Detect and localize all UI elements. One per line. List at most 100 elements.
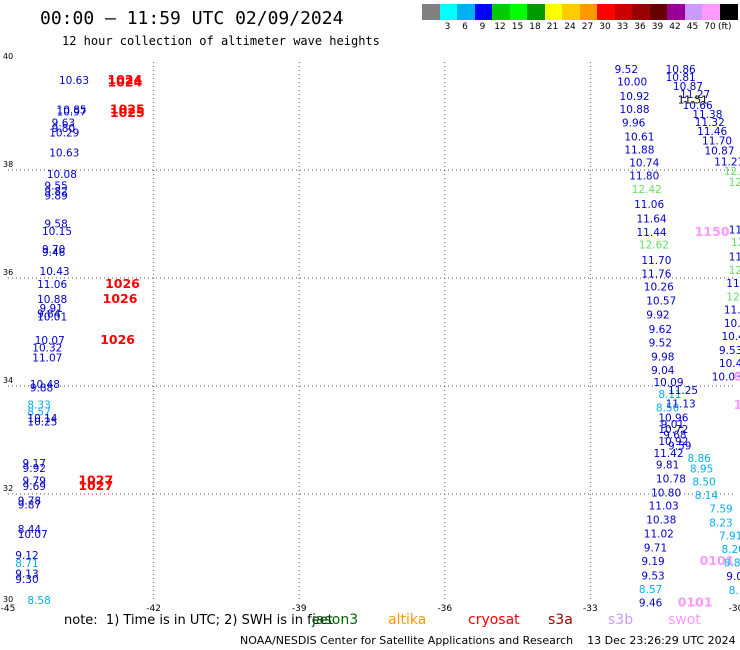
color-swatch [492, 4, 510, 20]
wave-height-label: 10.72 [658, 424, 688, 436]
color-scale-label: 12 [494, 22, 506, 32]
wave-height-label: 11.44 [637, 227, 667, 239]
color-swatch [667, 4, 685, 20]
color-scale-label: 18 [529, 22, 541, 32]
wave-height-label: 9.78 [18, 495, 41, 507]
wave-height-label: 9.58 [44, 218, 67, 230]
wave-height-label: 10.63 [59, 75, 89, 87]
wave-height-label: 10.07 [35, 335, 65, 347]
wave-height-label: 10.85 [57, 105, 87, 117]
color-swatch [702, 4, 720, 20]
wave-height-label: 11.42 [653, 448, 683, 460]
wave-height-label: 9.79 [23, 476, 46, 488]
wave-height-label: 10.61 [624, 132, 654, 144]
wave-height-label: 11.70 [641, 255, 671, 267]
color-swatch [544, 4, 563, 20]
wave-height-label: 9.68 [663, 430, 686, 442]
wave-height-label: 11.80 [629, 170, 659, 182]
wave-height-label: 8.33 [27, 399, 50, 411]
wave-height-label: 10.93 [724, 318, 740, 330]
wave-height-label: 9.59 [668, 440, 691, 452]
wave-height-label: 9.71 [644, 542, 667, 554]
wave-height-label: 10.92 [620, 91, 650, 103]
wave-height-label: 10.14 [27, 413, 57, 425]
y-tick-label: 40 [3, 52, 13, 61]
wave-height-label: 10.48 [30, 379, 60, 391]
wave-height-label: 11.06 [37, 279, 67, 291]
color-scale-label: 70 [704, 22, 716, 32]
wave-height-label: 10.07 [18, 529, 48, 541]
plot-area: -45 -42 -39 -36 -33 -30 40 38 36 34 32 30 10.63 1024… [1, 52, 740, 612]
x-tick-label: -42 [146, 604, 161, 612]
color-scale-label: 45 [686, 22, 699, 32]
wave-height-label: 11.38 [692, 109, 722, 121]
wave-height-label: 8.86 [687, 453, 711, 465]
y-tick-label: 36 [3, 268, 13, 277]
wave-height-label: 10.26 [644, 282, 674, 294]
wave-height-label: 9.91 [40, 303, 63, 315]
wave-height-label: 12.2 [726, 291, 740, 303]
wave-height-label: 9.89 [44, 190, 67, 202]
wave-height-label: 11.64 [637, 214, 667, 226]
wave-height-label: 1024 [107, 75, 142, 90]
x-tick-label: -33 [583, 604, 598, 612]
wave-height-label: 11.51 [678, 94, 708, 106]
footnote: note: 1) Time is in UTC; 2) SWH is in fe… [64, 613, 333, 628]
wave-height-label: 9.52 [615, 64, 638, 76]
wave-height-label: 9.46 [42, 247, 66, 259]
color-swatch [422, 4, 440, 20]
color-scale-label: 24 [564, 22, 576, 32]
wave-height-label: 8.44 [18, 524, 42, 536]
wave-height-label: 0 [734, 368, 740, 383]
wave-height-label: 11.25 [668, 385, 698, 397]
wave-height-label: 9.17 [23, 458, 46, 470]
y-tick-label: 32 [3, 484, 13, 493]
x-tick-label: -36 [437, 604, 452, 612]
wave-height-label: 10.74 [629, 157, 659, 169]
wave-height-label: 0101 [678, 595, 713, 610]
wave-height-label: 7.91 [719, 531, 740, 543]
wave-height-label: 11.83 [724, 304, 740, 316]
wave-height-label: 9.69 [23, 481, 46, 493]
color-scale-label: 42 [669, 22, 681, 32]
wave-height-label: 10.88 [620, 104, 650, 116]
wave-height-label: 8.95 [690, 464, 713, 476]
color-swatch [474, 4, 493, 20]
wave-height-label: 10.09 [653, 377, 683, 389]
wave-height-label: 11.21 [714, 156, 740, 168]
wave-height-label: 11.70 [702, 135, 732, 147]
color-swatch [562, 4, 580, 20]
wave-height-label: 9.84 [37, 309, 61, 321]
wave-height-label: 8.11 [658, 389, 681, 401]
color-scale-label: 9 [479, 22, 486, 32]
wave-height-label: 8.50 [692, 477, 715, 489]
wave-height-label: 10.01 [37, 311, 67, 323]
wave-height-label: 10.57 [646, 296, 676, 308]
grid [8, 62, 736, 602]
wave-height-label: 8.71 [15, 558, 38, 570]
wave-height-label: 1026 [105, 276, 140, 291]
wave-height-label: 9.55 [44, 181, 67, 193]
color-scale-label: 39 [651, 22, 664, 32]
wave-height-label: 9.87 [18, 499, 41, 511]
color-swatch [457, 4, 475, 20]
color-swatch [527, 4, 545, 20]
color-scale-label: 33 [616, 22, 629, 32]
wave-height-label: 11.03 [649, 500, 679, 512]
wave-height-label: 11.13 [666, 398, 696, 410]
wave-height-label: 8.58 [27, 595, 50, 607]
wave-height-label: 9.82 [44, 186, 67, 198]
wave-height-label: 8.8 [724, 558, 740, 570]
credit-footer: NOAA/NESDIS Center for Satellite Applica… [240, 634, 736, 647]
color-scale-label: 15 [511, 22, 524, 32]
wave-height-label: 1025 [110, 105, 145, 120]
legend-entry: swot [668, 612, 701, 628]
wave-height-label: 9.80 [52, 123, 75, 135]
wave-height-label: 10.41 [719, 358, 740, 370]
wave-height-label: 12. [729, 265, 740, 277]
wave-height-label: 11.76 [641, 269, 671, 281]
wave-height-label: 1026 [100, 332, 135, 347]
wave-height-label: 10.38 [646, 514, 676, 526]
wave-height-label: 1150 [695, 224, 730, 239]
